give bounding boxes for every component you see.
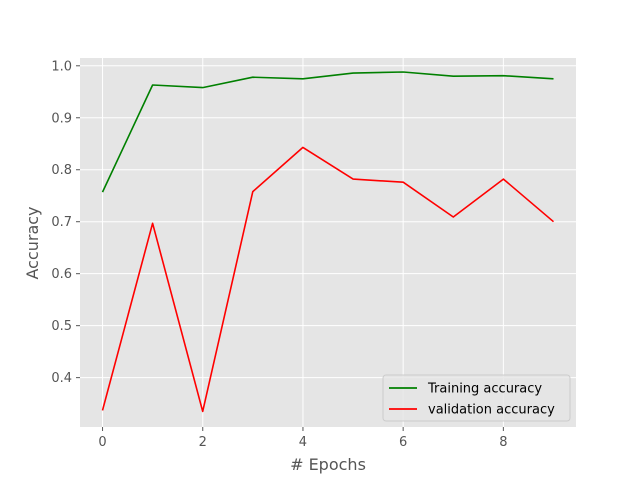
series-line-training-accuracy <box>101 71 554 193</box>
y-tick-label: 0.9 <box>51 111 72 126</box>
x-tick-label: 8 <box>499 435 507 450</box>
y-tick-label: 0.4 <box>51 371 72 386</box>
y-tick-label: 0.7 <box>51 215 72 230</box>
legend-box <box>382 374 571 422</box>
x-axis-label: # Epochs <box>290 455 366 474</box>
legend: Training accuracy validation accuracy <box>382 374 571 422</box>
y-tick-label: 0.5 <box>51 319 72 334</box>
grid <box>80 58 576 427</box>
series-line-validation-accuracy <box>101 146 555 413</box>
x-axis-ticks: 0 2 4 6 8 <box>98 427 507 450</box>
y-tick-label: 0.6 <box>51 267 72 282</box>
x-tick-label: 4 <box>299 435 307 450</box>
plot-area <box>80 58 576 427</box>
x-tick-label: 0 <box>98 435 106 450</box>
y-axis-ticks: 0.4 0.5 0.6 0.7 0.8 0.9 1.0 <box>51 59 80 386</box>
x-tick-label: 2 <box>199 435 207 450</box>
legend-label: validation accuracy <box>428 403 555 418</box>
y-tick-label: 1.0 <box>51 59 72 74</box>
series-lines <box>101 71 555 413</box>
y-axis-label: Accuracy <box>23 206 42 279</box>
legend-label: Training accuracy <box>427 382 542 397</box>
y-tick-label: 0.8 <box>51 163 72 178</box>
x-tick-label: 6 <box>399 435 407 450</box>
